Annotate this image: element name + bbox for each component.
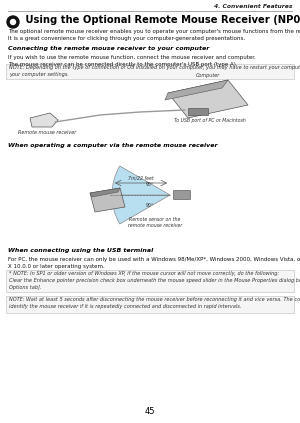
Text: 90°: 90°: [146, 203, 154, 208]
Wedge shape: [112, 166, 170, 195]
FancyBboxPatch shape: [6, 296, 294, 313]
Text: * NOTE: In SP1 or older version of Windows XP, if the mouse cursor will not move: * NOTE: In SP1 or older version of Windo…: [9, 272, 300, 290]
FancyBboxPatch shape: [6, 64, 294, 79]
Circle shape: [7, 16, 19, 28]
FancyBboxPatch shape: [173, 190, 190, 200]
Polygon shape: [90, 188, 120, 197]
Circle shape: [11, 19, 16, 25]
Text: Remote mouse receiver: Remote mouse receiver: [18, 130, 76, 135]
Polygon shape: [30, 113, 58, 127]
Text: When operating a computer via the remote mouse receiver: When operating a computer via the remote…: [8, 143, 217, 148]
Text: To USB port of PC or Macintosh: To USB port of PC or Macintosh: [174, 118, 246, 123]
Text: 90°: 90°: [146, 182, 154, 187]
Text: NOTE: Wait at least 5 seconds after disconnecting the mouse receiver before reco: NOTE: Wait at least 5 seconds after disc…: [9, 297, 300, 309]
Text: 4. Convenient Features: 4. Convenient Features: [214, 5, 292, 9]
Text: 7m/22 feet: 7m/22 feet: [128, 175, 154, 180]
Polygon shape: [90, 188, 125, 212]
Text: When connecting using the USB terminal: When connecting using the USB terminal: [8, 248, 153, 253]
Text: The optional remote mouse receiver enables you to operate your computer's mouse : The optional remote mouse receiver enabl…: [8, 29, 300, 41]
Text: Connecting the remote mouse receiver to your computer: Connecting the remote mouse receiver to …: [8, 46, 209, 51]
Text: If you wish to use the remote mouse function, connect the mouse receiver and com: If you wish to use the remote mouse func…: [8, 55, 256, 66]
FancyBboxPatch shape: [6, 270, 294, 292]
Wedge shape: [112, 195, 170, 224]
Text: 45: 45: [145, 407, 155, 416]
Text: Computer: Computer: [196, 73, 220, 78]
FancyBboxPatch shape: [188, 108, 208, 115]
Polygon shape: [165, 80, 228, 100]
Polygon shape: [168, 80, 248, 118]
Text: Remote sensor on the
remote mouse receiver: Remote sensor on the remote mouse receiv…: [128, 217, 182, 228]
Text: For PC, the mouse receiver can only be used with a Windows 98/Me/XP*, Windows 20: For PC, the mouse receiver can only be u…: [8, 257, 300, 269]
Text: NOTE: Depending on the type of connection or OS installed on your computer, you : NOTE: Depending on the type of connectio…: [9, 66, 300, 77]
Text: Using the Optional Remote Mouse Receiver (NP01MR): Using the Optional Remote Mouse Receiver…: [22, 15, 300, 25]
